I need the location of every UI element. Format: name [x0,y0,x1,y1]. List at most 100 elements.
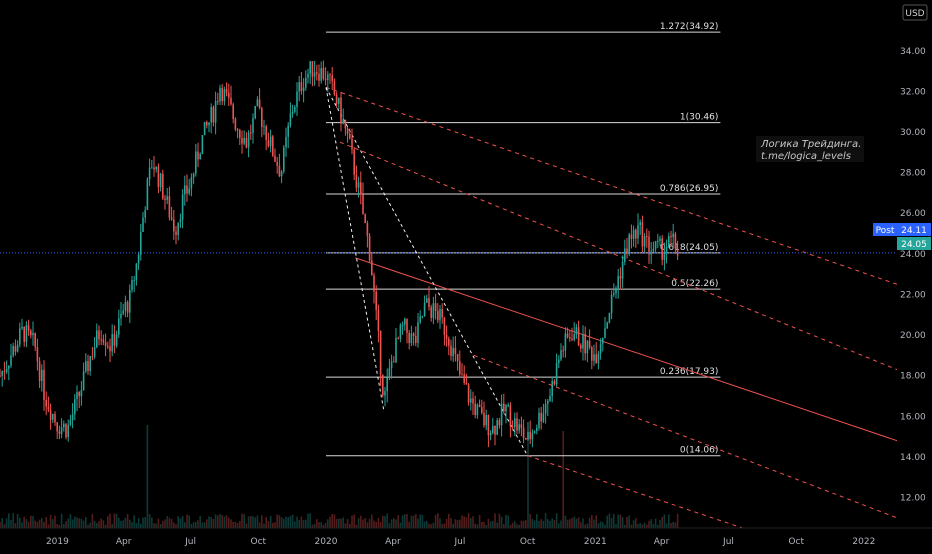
volume-bar [399,522,402,528]
volume-bar [505,514,507,528]
volume-bar [43,521,45,528]
volume-bar [443,523,446,528]
volume-bar [327,519,329,528]
volume-bar [415,514,417,528]
volume-bar [626,517,628,528]
candle-body [628,234,630,254]
candle-body [547,400,549,405]
volume-bar [85,516,87,528]
candle-body [148,167,151,180]
candle-body [78,392,80,397]
volume-bar [591,514,593,528]
volume-bar [177,516,179,528]
candle-body [571,338,573,340]
candle-body [494,425,496,435]
volume-bar [540,518,542,528]
volume-bar [89,522,91,528]
candle-body [463,374,465,383]
candle-body [489,433,492,436]
volume-bar [377,518,380,528]
volume-bar [492,520,494,528]
candle-body [602,337,604,344]
candle-body [241,137,243,144]
volume-bar [547,519,549,528]
candle-body [276,161,278,166]
volume-bar [47,524,50,528]
candle-body [415,336,417,343]
candle-body [637,225,639,239]
candle-body [184,185,186,195]
candle-body [632,229,635,239]
volume-bar [122,520,124,528]
volume-bar [93,520,96,528]
volume-bar [111,523,113,528]
volume-bar [49,514,52,528]
candle-body [540,412,542,422]
candle-body [47,406,50,411]
candle-body [456,354,459,362]
fibonacci-levels[interactable]: 1.272(34.92) 1(30.46) 0.786(26.95) 0.618(24… [325,22,721,457]
volume-bar [289,515,292,528]
volume-bar [509,524,512,528]
volume-bar [148,514,151,528]
candle-body [230,97,232,105]
volume-bar [258,522,261,528]
channel-dashed-line [473,354,898,519]
candle-body [113,334,116,346]
candle-body [470,398,472,403]
candle-body [646,236,648,238]
volume-bar [472,516,474,528]
volume-bar [298,519,300,528]
candle-body [124,302,127,311]
volume-bar [503,524,505,528]
volume-bar [553,519,556,528]
volume-bar [368,518,371,528]
candle-body [626,248,628,254]
volume-bar [410,515,413,528]
volume-bar [494,513,496,528]
price-tick-label: 16.00 [900,412,926,422]
candle-body [432,303,435,318]
volume-bar [635,518,637,528]
price-axis[interactable]: 34.00 32.00 30.00 28.00 26.00 24.00 22.00 20.00… [900,47,926,504]
candle-body [498,420,501,426]
trend-lines[interactable] [325,86,898,529]
candle-body [245,138,248,148]
volume-bar [646,524,648,528]
candle-body [384,391,386,396]
candle-body [465,382,468,385]
volume-bar [353,514,355,528]
candle-body [401,324,404,326]
volume-bar [670,523,672,528]
volume-bar [91,514,94,528]
currency-label[interactable]: USD [902,4,928,21]
candle-body [621,261,624,279]
volume-bar [500,516,503,528]
volume-bar [562,431,564,528]
candle-body [593,354,595,361]
volume-bar [87,524,89,528]
time-axis[interactable]: 2019 Apr Jul Oct 2020 Apr Jul Oct 2021 Apr Jul Oct 2… [0,527,932,547]
volume-bar [615,524,617,528]
candle-body [291,111,294,114]
volume-bar [30,515,32,528]
volume-bar [335,518,338,528]
volume-bar [296,516,298,528]
candle-body [386,377,388,392]
candle-body [353,149,355,175]
candle-body [412,333,415,337]
volume-bar [481,521,483,528]
volume-bar [300,516,303,528]
volume-bar [384,516,386,528]
volume-bar [401,515,404,528]
fib-level-label: 0(14.06) [680,446,719,456]
candle-body [316,72,318,74]
volume-bar [617,514,619,528]
candle-body [294,106,296,112]
candle-body [434,303,437,311]
candle-body [643,236,646,247]
currency-box [902,4,928,21]
volume-bar [305,519,307,528]
